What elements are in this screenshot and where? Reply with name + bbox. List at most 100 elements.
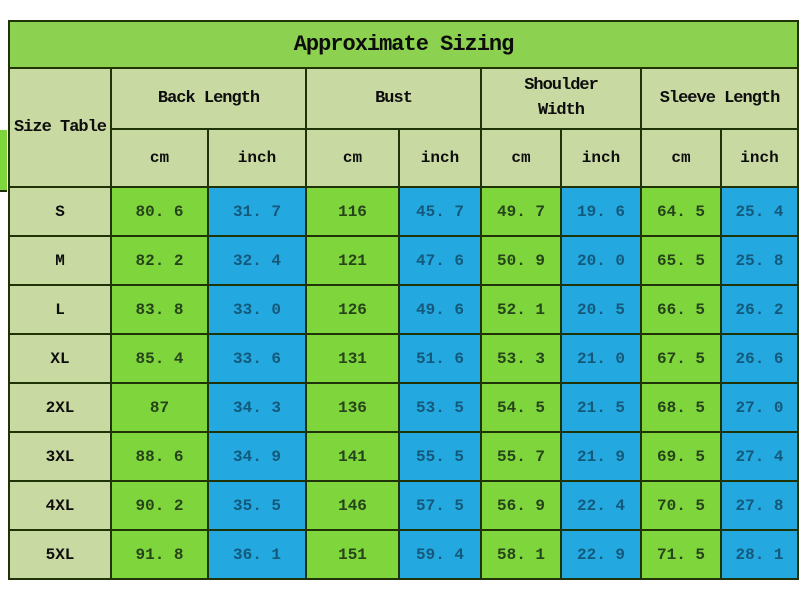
value-cell: 26. 6 xyxy=(719,333,800,384)
value-cell: 55. 5 xyxy=(398,431,482,482)
value-cell: 49. 7 xyxy=(480,186,562,237)
unit-header-cm: cm xyxy=(305,128,400,188)
value-cell: 51. 6 xyxy=(398,333,482,384)
size-label: L xyxy=(8,284,112,335)
value-cell: 58. 1 xyxy=(480,529,562,580)
group-header-back-length: Back Length xyxy=(110,67,307,130)
value-cell: 25. 8 xyxy=(719,235,800,286)
value-cell: 87 xyxy=(110,382,209,433)
value-cell: 54. 5 xyxy=(480,382,562,433)
value-cell: 22. 4 xyxy=(560,480,642,531)
value-cell: 20. 0 xyxy=(560,235,642,286)
left-green-strip xyxy=(0,130,7,192)
unit-header-row: cm inch cm inch cm inch cm inch xyxy=(9,128,800,188)
unit-header-inch: inch xyxy=(398,128,482,188)
value-cell: 67. 5 xyxy=(640,333,722,384)
value-cell: 83. 8 xyxy=(110,284,209,335)
value-cell: 32. 4 xyxy=(207,235,307,286)
table-row: 5XL 91. 8 36. 1 151 59. 4 58. 1 22. 9 71. 5 28. … xyxy=(8,529,800,580)
value-cell: 27. 4 xyxy=(719,431,800,482)
value-cell: 26. 2 xyxy=(719,284,800,335)
table-row: 4XL 90. 2 35. 5 146 57. 5 56. 9 22. 4 70. 5 27. … xyxy=(8,480,800,531)
value-cell: 90. 2 xyxy=(110,480,209,531)
table-row: XL 85. 4 33. 6 131 51. 6 53. 3 21. 0 67. 5 26. 6 xyxy=(8,333,800,384)
group-header-row: Size Table Back Length Bust Shoulder Wid… xyxy=(8,67,800,188)
title-row: Approximate Sizing xyxy=(7,20,800,69)
value-cell: 82. 2 xyxy=(110,235,209,286)
value-cell: 21. 9 xyxy=(560,431,642,482)
value-cell: 55. 7 xyxy=(480,431,562,482)
value-cell: 22. 9 xyxy=(560,529,642,580)
table-title: Approximate Sizing xyxy=(7,20,800,69)
value-cell: 88. 6 xyxy=(110,431,209,482)
sizing-table: Approximate Sizing Size Table Back Lengt… xyxy=(7,20,800,580)
unit-header-cm: cm xyxy=(640,128,722,188)
table-row: 3XL 88. 6 34. 9 141 55. 5 55. 7 21. 9 69. 5 27. … xyxy=(8,431,800,482)
value-cell: 59. 4 xyxy=(398,529,482,580)
value-cell: 20. 5 xyxy=(560,284,642,335)
shoulder-width-label: Shoulder Width xyxy=(524,75,599,120)
value-cell: 70. 5 xyxy=(640,480,722,531)
value-cell: 126 xyxy=(305,284,400,335)
value-cell: 27. 8 xyxy=(719,480,800,531)
value-cell: 69. 5 xyxy=(640,431,722,482)
value-cell: 21. 5 xyxy=(560,382,642,433)
value-cell: 28. 1 xyxy=(719,529,800,580)
value-cell: 53. 3 xyxy=(480,333,562,384)
value-cell: 65. 5 xyxy=(640,235,722,286)
value-cell: 34. 9 xyxy=(207,431,307,482)
value-cell: 19. 6 xyxy=(560,186,642,237)
value-cell: 56. 9 xyxy=(480,480,562,531)
value-cell: 80. 6 xyxy=(110,186,209,237)
size-label: XL xyxy=(8,333,112,384)
group-header-bust: Bust xyxy=(305,67,482,130)
value-cell: 136 xyxy=(305,382,400,433)
value-cell: 27. 0 xyxy=(719,382,800,433)
unit-header-cm: cm xyxy=(110,128,209,188)
value-cell: 31. 7 xyxy=(207,186,307,237)
value-cell: 47. 6 xyxy=(398,235,482,286)
value-cell: 49. 6 xyxy=(398,284,482,335)
value-cell: 85. 4 xyxy=(110,333,209,384)
size-label: 3XL xyxy=(8,431,112,482)
table-row: M 82. 2 32. 4 121 47. 6 50. 9 20. 0 65. 5 25. 8 xyxy=(8,235,800,286)
table-row: L 83. 8 33. 0 126 49. 6 52. 1 20. 5 66. 5 26. 2 xyxy=(8,284,800,335)
size-label: 5XL xyxy=(8,529,112,580)
value-cell: 71. 5 xyxy=(640,529,722,580)
value-cell: 57. 5 xyxy=(398,480,482,531)
value-cell: 36. 1 xyxy=(207,529,307,580)
size-label: 2XL xyxy=(8,382,112,433)
size-label: S xyxy=(8,186,112,237)
group-header-shoulder-width: Shoulder Width xyxy=(480,67,642,130)
value-cell: 131 xyxy=(305,333,400,384)
size-label: 4XL xyxy=(8,480,112,531)
value-cell: 91. 8 xyxy=(110,529,209,580)
value-cell: 141 xyxy=(305,431,400,482)
value-cell: 45. 7 xyxy=(398,186,482,237)
value-cell: 21. 0 xyxy=(560,333,642,384)
value-cell: 25. 4 xyxy=(719,186,800,237)
group-header-sleeve-length: Sleeve Length xyxy=(639,67,800,130)
value-cell: 50. 9 xyxy=(480,235,562,286)
value-cell: 33. 6 xyxy=(207,333,307,384)
size-label: M xyxy=(8,235,112,286)
value-cell: 68. 5 xyxy=(640,382,722,433)
table-row: S 80. 6 31. 7 116 45. 7 49. 7 19. 6 64. 5 25. 4 xyxy=(8,186,800,237)
value-cell: 116 xyxy=(305,186,400,237)
unit-header-inch: inch xyxy=(719,128,800,188)
table-row: 2XL 87 34. 3 136 53. 5 54. 5 21. 5 68. 5 27. 0 xyxy=(8,382,800,433)
value-cell: 66. 5 xyxy=(640,284,722,335)
unit-header-inch: inch xyxy=(560,128,642,188)
value-cell: 53. 5 xyxy=(398,382,482,433)
value-cell: 34. 3 xyxy=(207,382,307,433)
value-cell: 33. 0 xyxy=(207,284,307,335)
value-cell: 52. 1 xyxy=(480,284,562,335)
value-cell: 121 xyxy=(305,235,400,286)
value-cell: 151 xyxy=(305,529,400,580)
value-cell: 146 xyxy=(305,480,400,531)
size-table-corner-header: Size Table xyxy=(8,67,112,188)
unit-header-cm: cm xyxy=(480,128,562,188)
unit-header-inch: inch xyxy=(207,128,307,188)
